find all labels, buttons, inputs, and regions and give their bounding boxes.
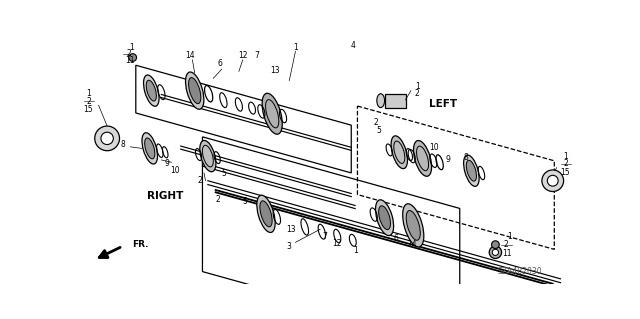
Text: 1: 1 <box>129 43 134 52</box>
Text: FR.: FR. <box>132 240 148 249</box>
Text: RIGHT: RIGHT <box>147 191 184 201</box>
Text: 12: 12 <box>333 239 342 248</box>
Circle shape <box>547 175 558 186</box>
Text: 11: 11 <box>125 56 134 65</box>
Text: 10: 10 <box>170 166 180 175</box>
Text: 1: 1 <box>415 82 419 91</box>
Text: 2: 2 <box>415 89 419 98</box>
Ellipse shape <box>413 140 431 176</box>
Text: 7: 7 <box>254 51 259 60</box>
Ellipse shape <box>467 160 476 181</box>
Text: 1: 1 <box>353 246 358 255</box>
Text: 8: 8 <box>120 140 125 149</box>
Text: 14: 14 <box>407 240 417 249</box>
Text: 6: 6 <box>217 59 222 68</box>
Ellipse shape <box>189 78 201 104</box>
Text: 2: 2 <box>216 196 220 204</box>
Text: 5: 5 <box>221 168 226 178</box>
Polygon shape <box>385 94 406 108</box>
Text: LEFT: LEFT <box>429 99 457 109</box>
Text: 10: 10 <box>429 143 439 152</box>
Text: 3: 3 <box>287 242 292 251</box>
Text: 11: 11 <box>502 249 512 258</box>
Text: 5: 5 <box>376 126 381 135</box>
Ellipse shape <box>142 133 157 164</box>
Ellipse shape <box>257 195 275 233</box>
Text: 2: 2 <box>86 97 91 106</box>
Ellipse shape <box>403 204 424 247</box>
Circle shape <box>492 249 499 256</box>
Text: 6: 6 <box>394 234 399 243</box>
Text: 13: 13 <box>271 66 280 75</box>
Text: 2: 2 <box>198 176 202 185</box>
Ellipse shape <box>145 138 155 159</box>
Ellipse shape <box>143 75 159 106</box>
Circle shape <box>101 132 113 145</box>
Ellipse shape <box>377 94 385 108</box>
Circle shape <box>489 246 502 258</box>
Ellipse shape <box>186 72 204 109</box>
Text: 13: 13 <box>286 225 296 234</box>
Circle shape <box>129 54 136 61</box>
Circle shape <box>542 170 564 191</box>
Text: 7: 7 <box>323 233 327 241</box>
Text: 1: 1 <box>564 152 568 160</box>
Text: SZA4B2030: SZA4B2030 <box>498 267 543 276</box>
Ellipse shape <box>262 93 282 134</box>
Circle shape <box>492 241 499 249</box>
Ellipse shape <box>200 140 216 172</box>
Text: 14: 14 <box>185 51 195 60</box>
Text: 9: 9 <box>164 159 169 168</box>
Ellipse shape <box>376 200 394 235</box>
Text: 2: 2 <box>504 240 509 249</box>
Text: 1: 1 <box>293 43 298 52</box>
Ellipse shape <box>146 80 156 101</box>
Text: 15: 15 <box>83 105 93 115</box>
Text: 5: 5 <box>242 197 247 206</box>
Text: 4: 4 <box>350 41 355 50</box>
Text: 12: 12 <box>238 51 248 60</box>
Ellipse shape <box>406 211 420 240</box>
Circle shape <box>95 126 120 151</box>
Text: 1: 1 <box>507 233 512 241</box>
Text: 9: 9 <box>445 155 451 164</box>
Text: 1: 1 <box>86 89 91 98</box>
Text: 2: 2 <box>127 49 131 58</box>
Ellipse shape <box>391 136 408 169</box>
Ellipse shape <box>260 201 272 227</box>
Text: 8: 8 <box>463 153 468 162</box>
Text: 15: 15 <box>561 168 570 177</box>
Ellipse shape <box>379 206 390 230</box>
Text: 2: 2 <box>564 159 568 168</box>
Text: 2: 2 <box>374 118 378 128</box>
Ellipse shape <box>463 155 479 186</box>
